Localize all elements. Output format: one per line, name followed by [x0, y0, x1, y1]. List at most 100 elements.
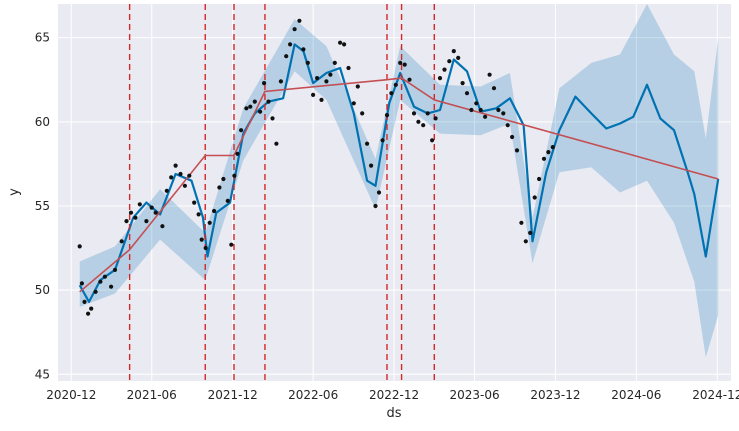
trend-line [79, 77, 719, 293]
observed-point [173, 163, 178, 168]
observed-point [274, 141, 279, 146]
observed-point [338, 40, 343, 45]
observed-point [437, 76, 443, 81]
observed-point [402, 62, 407, 67]
observed-point [478, 107, 483, 113]
observed-point [248, 104, 253, 109]
observed-point [546, 150, 551, 155]
y-tick-label: 45 [35, 367, 50, 381]
observed-point [491, 86, 497, 91]
observed-point [288, 42, 293, 47]
observed-point [164, 188, 169, 193]
observed-point [98, 279, 103, 284]
uncertainty-band [79, 4, 719, 358]
observed-point [182, 183, 187, 188]
observed-point [416, 119, 421, 124]
x-tick-label: 2024-12 [692, 388, 739, 402]
observed-point [311, 92, 316, 97]
observed-point [389, 91, 394, 96]
observed-point [523, 239, 528, 244]
observed-point [483, 114, 488, 119]
observed-point [270, 116, 275, 121]
observed-point [169, 175, 174, 180]
observed-point [262, 81, 267, 86]
observed-point [342, 42, 347, 47]
trend-series-line [79, 77, 719, 293]
y-tick-labels: 45 50 55 60 65 [35, 31, 50, 382]
observed-point [328, 72, 333, 77]
y-tick-label: 65 [35, 31, 50, 45]
observed-point [550, 145, 555, 150]
observed-point [266, 99, 271, 104]
observed-point [109, 284, 114, 289]
observed-point [464, 91, 470, 96]
observed-point [324, 79, 329, 84]
observed-point [160, 224, 165, 229]
observed-point [355, 84, 360, 89]
observed-point [496, 107, 501, 113]
observed-point [537, 176, 542, 182]
observed-point [212, 208, 217, 214]
observed-point [509, 134, 515, 140]
x-tick-labels: 2020-12 2021-06 2021-12 2022-06 2022-12 2023-… [46, 388, 739, 402]
observed-point [89, 306, 94, 311]
observed-point [519, 220, 524, 225]
observed-point [119, 239, 124, 244]
observed-point [133, 215, 138, 220]
observed-point [229, 242, 234, 247]
observed-point [433, 116, 438, 121]
observed-point [244, 106, 249, 111]
observed-point [407, 77, 412, 82]
observed-point [199, 237, 204, 242]
observed-point [487, 72, 492, 77]
observed-point [360, 111, 365, 116]
forecast-series-line [78, 43, 720, 303]
observed-point [258, 109, 263, 114]
observed-point [442, 67, 447, 72]
observed-point [86, 311, 91, 316]
observed-point [532, 195, 537, 200]
observed-point [430, 138, 435, 143]
uncertainty-band-area [79, 4, 719, 358]
observed-point [469, 107, 474, 113]
observed-point [301, 47, 306, 52]
y-tick-label: 50 [35, 283, 50, 297]
observed-point [137, 202, 142, 207]
observed-point [451, 49, 456, 54]
forecast-line [78, 43, 720, 303]
observed-point [541, 156, 547, 161]
observed-point [82, 299, 87, 304]
observed-point [187, 173, 192, 178]
observed-point [456, 55, 461, 61]
observed-point [398, 60, 403, 65]
observed-point [376, 190, 382, 195]
observed-point [373, 203, 378, 209]
observed-point [292, 27, 297, 32]
observed-point [351, 101, 356, 106]
x-axis-label: ds [386, 406, 401, 421]
observed-point [203, 245, 208, 251]
observed-point [447, 59, 452, 64]
observed-point [421, 123, 426, 128]
observed-point [153, 210, 158, 215]
observed-point [514, 148, 520, 153]
y-tick-label: 55 [35, 199, 50, 213]
observed-point [196, 212, 201, 217]
x-tick-label: 2022-12 [369, 388, 419, 402]
x-tick-label: 2023-06 [449, 388, 499, 402]
observed-point [207, 220, 212, 225]
observed-point [192, 200, 197, 205]
observed-point [319, 97, 324, 102]
observed-point [225, 198, 230, 203]
y-axis-label: y [7, 188, 22, 196]
x-tick-label: 2021-06 [127, 388, 177, 402]
observed-point [380, 138, 385, 143]
observed-point [93, 289, 98, 294]
observed-point [144, 219, 149, 224]
observed-point [393, 82, 398, 87]
observed-point [79, 281, 84, 286]
observed-point [112, 267, 118, 272]
observed-point [501, 111, 506, 116]
